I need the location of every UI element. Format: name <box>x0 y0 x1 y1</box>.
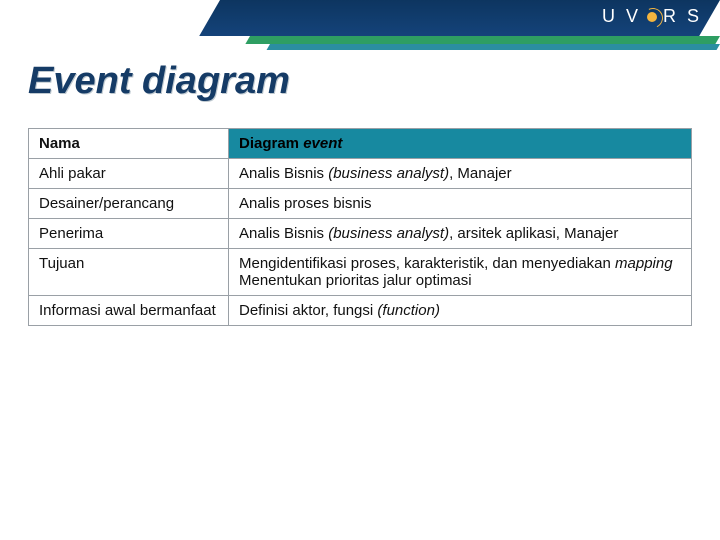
page-title: Event diagram <box>28 60 290 103</box>
cell-left: Penerima <box>29 219 229 249</box>
table-row: Informasi awal bermanfaat Definisi aktor… <box>29 296 692 326</box>
event-diagram-table: Nama Diagram event Ahli pakar Analis Bis… <box>28 128 692 326</box>
cell-right: Mengidentifikasi proses, karakteristik, … <box>229 249 692 296</box>
logo-text-right: R S <box>663 6 702 27</box>
cell-right: Analis proses bisnis <box>229 189 692 219</box>
header-green-stripe <box>245 36 720 44</box>
header-band: U V R S <box>0 0 720 52</box>
header-diagram-event: Diagram event <box>229 129 692 159</box>
table-row: Tujuan Mengidentifikasi proses, karakter… <box>29 249 692 296</box>
cell-left: Informasi awal bermanfaat <box>29 296 229 326</box>
cell-right: Definisi aktor, fungsi (function) <box>229 296 692 326</box>
cell-left: Ahli pakar <box>29 159 229 189</box>
table-row: Ahli pakar Analis Bisnis (business analy… <box>29 159 692 189</box>
table-header-row: Nama Diagram event <box>29 129 692 159</box>
cell-left: Tujuan <box>29 249 229 296</box>
cell-left: Desainer/perancang <box>29 189 229 219</box>
header-nama: Nama <box>29 129 229 159</box>
header-teal-stripe <box>267 44 720 50</box>
cell-right: Analis Bisnis (business analyst), arsite… <box>229 219 692 249</box>
header-right-italic: event <box>303 135 342 152</box>
sun-icon <box>643 8 661 26</box>
cell-right: Analis Bisnis (business analyst), Manaje… <box>229 159 692 189</box>
logo: U V R S <box>602 6 702 27</box>
logo-text-left: U V <box>602 6 641 27</box>
table-row: Penerima Analis Bisnis (business analyst… <box>29 219 692 249</box>
header-right-plain: Diagram <box>239 135 303 152</box>
table-row: Desainer/perancang Analis proses bisnis <box>29 189 692 219</box>
